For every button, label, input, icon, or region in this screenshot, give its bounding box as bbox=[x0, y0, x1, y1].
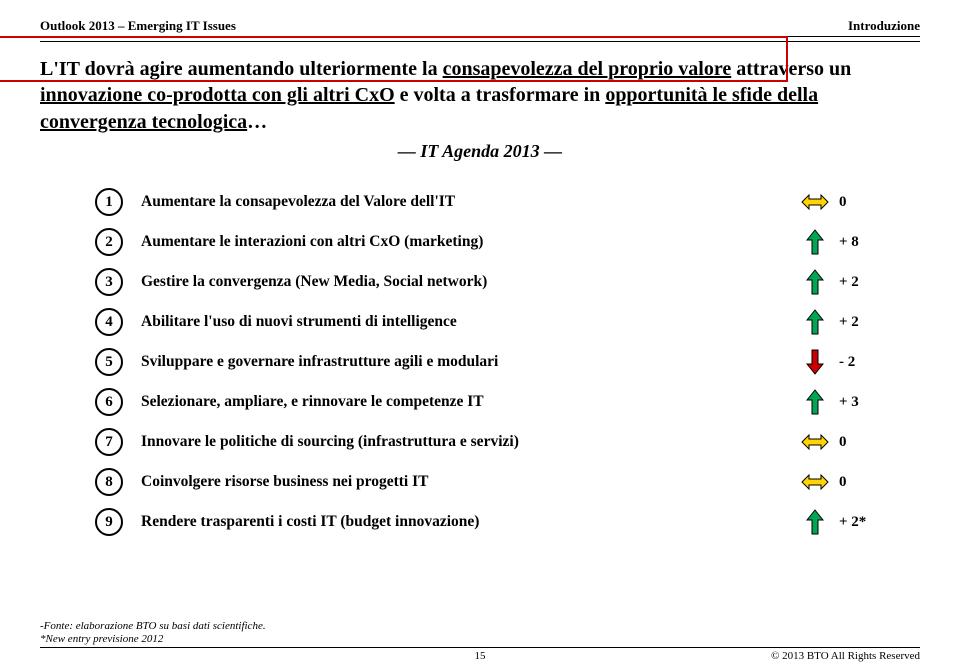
item-delta: 0 bbox=[839, 194, 875, 211]
item-text: Innovare le politiche di sourcing (infra… bbox=[141, 433, 799, 451]
flat-arrow-icon bbox=[799, 194, 831, 210]
footer-bar: 15 © 2013 BTO All Rights Reserved bbox=[40, 647, 920, 662]
agenda-row: 7 Innovare le politiche di sourcing (inf… bbox=[95, 422, 875, 462]
item-number: 3 bbox=[95, 268, 123, 296]
item-number: 2 bbox=[95, 228, 123, 256]
header-rule-thick bbox=[40, 36, 920, 37]
intro-paragraph: L'IT dovrà agire aumentando ulteriorment… bbox=[40, 56, 920, 135]
item-delta: 0 bbox=[839, 434, 875, 451]
page-header: Outlook 2013 – Emerging IT Issues Introd… bbox=[40, 18, 920, 34]
item-delta: + 2* bbox=[839, 514, 875, 531]
item-text: Coinvolgere risorse business nei progett… bbox=[141, 473, 799, 491]
footnotes: -Fonte: elaborazione BTO su basi dati sc… bbox=[40, 620, 920, 648]
flat-arrow-icon bbox=[799, 434, 831, 450]
item-delta: + 2 bbox=[839, 274, 875, 291]
up-arrow-icon bbox=[799, 229, 831, 255]
item-number: 7 bbox=[95, 428, 123, 456]
item-delta: + 8 bbox=[839, 234, 875, 251]
footnote-newentry: *New entry previsione 2012 bbox=[40, 633, 920, 647]
item-number: 5 bbox=[95, 348, 123, 376]
item-number: 1 bbox=[95, 188, 123, 216]
item-text: Gestire la convergenza (New Media, Socia… bbox=[141, 273, 799, 291]
item-text: Abilitare l'uso di nuovi strumenti di in… bbox=[141, 313, 799, 331]
agenda-row: 6 Selezionare, ampliare, e rinnovare le … bbox=[95, 382, 875, 422]
item-text: Sviluppare e governare infrastrutture ag… bbox=[141, 353, 799, 371]
item-delta: - 2 bbox=[839, 354, 875, 371]
agenda-row: 9 Rendere trasparenti i costi IT (budget… bbox=[95, 502, 875, 542]
intro-underline-2: innovazione co-prodotta con gli altri Cx… bbox=[40, 84, 395, 106]
header-rule-thin bbox=[40, 41, 920, 42]
copyright: © 2013 BTO All Rights Reserved bbox=[771, 650, 920, 662]
intro-text: L'IT dovrà agire aumentando ulteriorment… bbox=[40, 58, 443, 80]
item-text: Aumentare le interazioni con altri CxO (… bbox=[141, 233, 799, 251]
agenda-row: 8 Coinvolgere risorse business nei proge… bbox=[95, 462, 875, 502]
item-number: 4 bbox=[95, 308, 123, 336]
item-number: 9 bbox=[95, 508, 123, 536]
intro-text: … bbox=[247, 111, 267, 133]
agenda-list: 1 Aumentare la consapevolezza del Valore… bbox=[95, 182, 875, 542]
subtitle: ― IT Agenda 2013 ― bbox=[40, 141, 920, 162]
footnote-source: -Fonte: elaborazione BTO su basi dati sc… bbox=[40, 620, 920, 634]
up-arrow-icon bbox=[799, 389, 831, 415]
agenda-row: 3 Gestire la convergenza (New Media, Soc… bbox=[95, 262, 875, 302]
agenda-row: 4 Abilitare l'uso di nuovi strumenti di … bbox=[95, 302, 875, 342]
item-text: Aumentare la consapevolezza del Valore d… bbox=[141, 193, 799, 211]
item-delta: 0 bbox=[839, 474, 875, 491]
header-left: Outlook 2013 – Emerging IT Issues bbox=[40, 18, 236, 34]
intro-underline-1: consapevolezza del proprio valore bbox=[443, 58, 732, 80]
intro-text: attraverso un bbox=[731, 58, 851, 80]
agenda-row: 5 Sviluppare e governare infrastrutture … bbox=[95, 342, 875, 382]
page-number: 15 bbox=[475, 650, 486, 662]
item-number: 8 bbox=[95, 468, 123, 496]
down-arrow-icon bbox=[799, 349, 831, 375]
up-arrow-icon bbox=[799, 509, 831, 535]
agenda-row: 1 Aumentare la consapevolezza del Valore… bbox=[95, 182, 875, 222]
item-text: Rendere trasparenti i costi IT (budget i… bbox=[141, 513, 799, 531]
agenda-row: 2 Aumentare le interazioni con altri CxO… bbox=[95, 222, 875, 262]
item-text: Selezionare, ampliare, e rinnovare le co… bbox=[141, 393, 799, 411]
flat-arrow-icon bbox=[799, 474, 831, 490]
header-right: Introduzione bbox=[848, 18, 920, 34]
item-delta: + 3 bbox=[839, 394, 875, 411]
up-arrow-icon bbox=[799, 309, 831, 335]
page-footer: -Fonte: elaborazione BTO su basi dati sc… bbox=[40, 620, 920, 663]
item-number: 6 bbox=[95, 388, 123, 416]
up-arrow-icon bbox=[799, 269, 831, 295]
item-delta: + 2 bbox=[839, 314, 875, 331]
intro-text: e volta a trasformare in bbox=[395, 84, 606, 106]
